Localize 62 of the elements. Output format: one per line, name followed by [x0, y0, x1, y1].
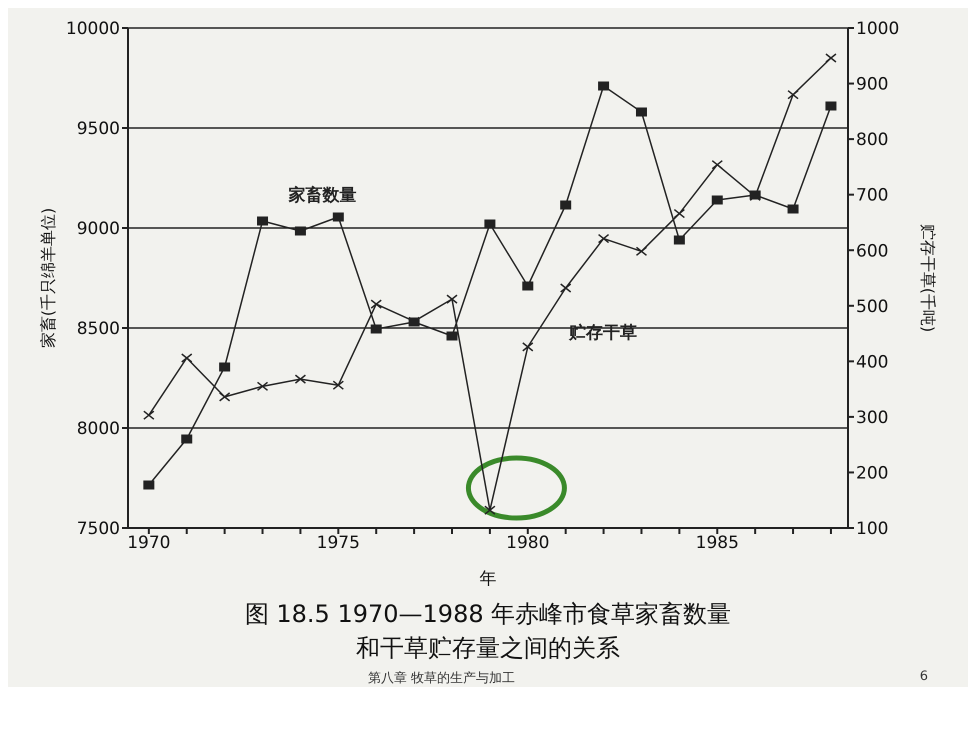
y-tick-label: 8500 [76, 319, 120, 340]
y2-tick-label: 800 [856, 130, 888, 150]
point [180, 353, 192, 363]
text: 和干草贮存量之间的关系 [355, 632, 621, 664]
x-tick-label: 1980 [506, 533, 550, 554]
point [257, 216, 268, 226]
y2-tick-label: 200 [856, 463, 888, 484]
point [370, 299, 382, 309]
point [484, 220, 496, 228]
point [788, 204, 799, 214]
y2-tick-label: 900 [856, 74, 888, 95]
y-tick-label: 9500 [76, 119, 120, 140]
point [598, 82, 610, 90]
point [636, 108, 647, 116]
point [294, 374, 306, 384]
point [143, 410, 155, 420]
point [712, 160, 724, 170]
y-tick-label: 7500 [76, 519, 120, 540]
point [332, 212, 344, 222]
series-label: 家畜数量 [287, 184, 356, 206]
text: 图 18.5 1970—1988 年赤峰市食草家畜数量 [244, 599, 732, 630]
point [560, 200, 572, 210]
point [446, 294, 458, 304]
y2-tick-label: 1000 [856, 19, 900, 40]
text: 第八章 牧草的生产与加工 [368, 670, 516, 688]
point [256, 382, 268, 392]
x-axis-title: 年 [480, 569, 496, 589]
y-tick-label: 8000 [76, 419, 120, 440]
point [825, 53, 837, 63]
point [674, 208, 686, 218]
point [636, 246, 648, 256]
y2-tick-label: 700 [856, 186, 888, 206]
point [446, 332, 458, 340]
point [294, 226, 306, 236]
y2-axis-title: 贮存干草(千吨) [918, 224, 938, 332]
x-tick-label: 1975 [316, 533, 360, 554]
point [143, 480, 154, 490]
text: 6 [920, 669, 928, 686]
point [674, 236, 685, 244]
y-tick-label: 9000 [76, 219, 120, 240]
point [219, 362, 230, 372]
point [712, 196, 723, 204]
point [218, 392, 230, 402]
y2-tick-label: 600 [856, 241, 888, 262]
point [787, 90, 799, 100]
point [370, 324, 382, 334]
point [560, 283, 572, 293]
y2-tick-label: 400 [856, 352, 888, 372]
point [598, 234, 610, 244]
y2-tick-label: 100 [856, 519, 888, 540]
x-tick-label: 1985 [696, 533, 739, 554]
point [181, 434, 192, 444]
point [484, 505, 496, 515]
y-tick-label: 10000 [66, 19, 120, 40]
y2-tick-label: 300 [856, 408, 888, 428]
point [522, 282, 534, 290]
x-tick-label: 1970 [127, 533, 170, 554]
point [332, 380, 344, 390]
point [522, 342, 534, 352]
y-axis-title: 家畜(千只绵羊单位) [38, 208, 58, 348]
y2-tick-label: 500 [856, 296, 888, 317]
point [825, 102, 836, 110]
